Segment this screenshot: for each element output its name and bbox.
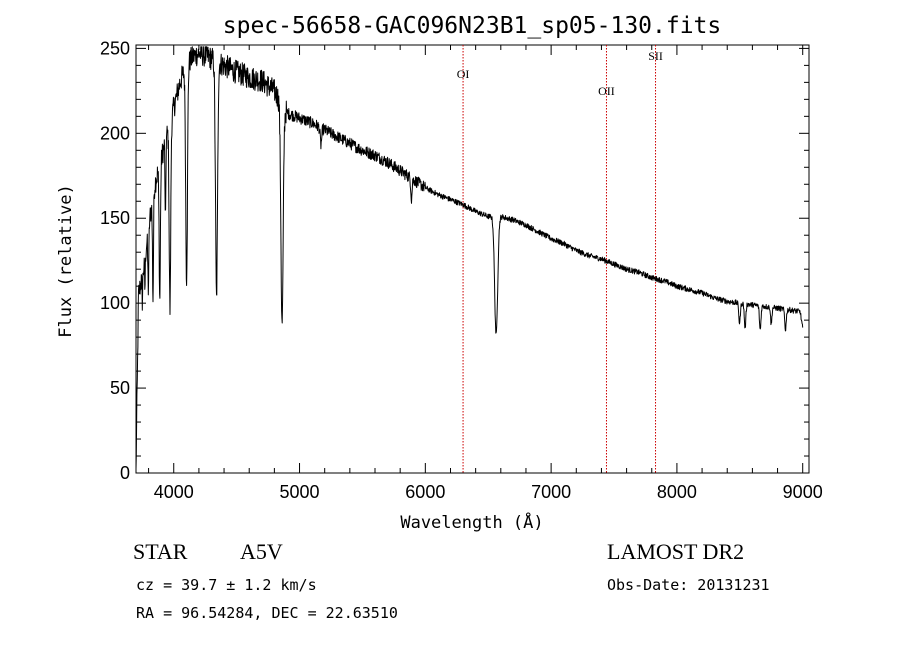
marker-label-sii: SII (648, 49, 663, 63)
plot-frame (135, 44, 810, 474)
axis-ticks: 4000 5000 6000 7000 8000 9000 0 50 100 150 200 250 (100, 38, 823, 502)
x-tick-label: 7000 (531, 482, 571, 502)
x-tick-label: 5000 (280, 482, 320, 502)
observation-date: Obs-Date: 20131231 (607, 576, 770, 594)
y-tick-label: 150 (100, 208, 130, 228)
line-markers: OI OII SII (457, 45, 663, 473)
marker-label-oii: OII (598, 84, 615, 98)
y-tick-label: 0 (120, 463, 130, 483)
survey-name: LAMOST DR2 (607, 539, 745, 564)
marker-label-oi: OI (457, 67, 470, 81)
spectrum-line (135, 46, 804, 470)
y-axis-label: Flux (relative) (56, 184, 76, 338)
redshift-info: cz = 39.7 ± 1.2 km/s (136, 576, 317, 594)
chart-title: spec-56658-GAC096N23B1_sp05-130.fits (223, 13, 722, 39)
object-class: STAR (133, 539, 188, 564)
x-tick-label: 4000 (154, 482, 194, 502)
x-tick-label: 6000 (405, 482, 445, 502)
y-tick-label: 250 (100, 38, 130, 58)
x-axis-label: Wavelength (Å) (400, 511, 543, 533)
x-tick-label: 8000 (657, 482, 697, 502)
y-tick-label: 50 (110, 378, 130, 398)
x-tick-label: 9000 (783, 482, 823, 502)
y-tick-label: 100 (100, 293, 130, 313)
y-tick-label: 200 (100, 123, 130, 143)
coordinates-info: RA = 96.54284, DEC = 22.63510 (136, 604, 398, 622)
spectral-subclass: A5V (240, 539, 283, 564)
